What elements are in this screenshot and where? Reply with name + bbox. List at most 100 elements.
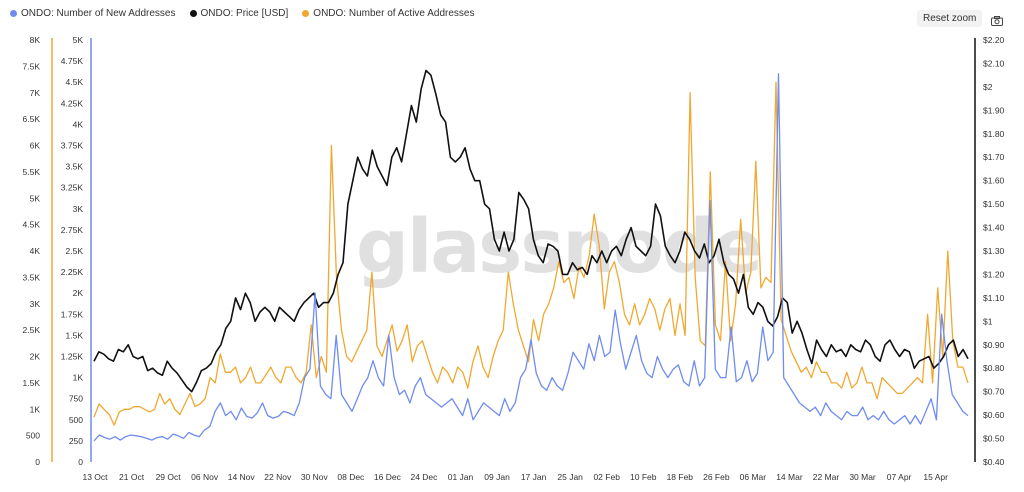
new-addresses-tick-label: 1.5K xyxy=(66,330,84,340)
new-addresses-tick-label: 2.25K xyxy=(61,267,84,277)
new-addresses-tick-label: 500 xyxy=(69,415,83,425)
x-tick-label: 06 Mar xyxy=(740,472,767,482)
new-addresses-tick-label: 1.25K xyxy=(61,352,84,362)
new-addresses-tick-label: 2.75K xyxy=(61,225,84,235)
x-tick-label: 22 Nov xyxy=(264,472,292,482)
new-addresses-tick-label: 4K xyxy=(73,119,84,129)
price-tick-label: $2 xyxy=(983,82,993,92)
new-addresses-tick-label: 3.5K xyxy=(66,162,84,172)
watermark-text: glassnode xyxy=(356,204,761,290)
active-addresses-tick-label: 6K xyxy=(30,141,41,151)
active-addresses-tick-label: 0 xyxy=(35,457,40,467)
x-tick-label: 22 Mar xyxy=(813,472,840,482)
x-tick-label: 24 Dec xyxy=(410,472,438,482)
new-addresses-tick-label: 1K xyxy=(73,373,84,383)
new-addresses-tick-label: 3.75K xyxy=(61,141,84,151)
x-tick-label: 21 Oct xyxy=(119,472,145,482)
x-tick-label: 17 Jan xyxy=(521,472,547,482)
legend-item-active-addresses[interactable]: ONDO: Number of Active Addresses xyxy=(302,8,474,19)
legend-item-price[interactable]: ONDO: Price [USD] xyxy=(189,8,289,19)
legend-item-new-addresses[interactable]: ONDO: Number of New Addresses xyxy=(10,8,176,19)
x-tick-label: 02 Feb xyxy=(593,472,620,482)
new-addresses-tick-label: 3.25K xyxy=(61,183,84,193)
new-addresses-tick-label: 0 xyxy=(78,457,83,467)
price-tick-label: $1.70 xyxy=(983,152,1005,162)
price-tick-label: $1.40 xyxy=(983,223,1005,233)
series-line-new-addresses xyxy=(93,73,969,442)
active-addresses-tick-label: 8K xyxy=(30,35,41,45)
price-tick-label: $1.80 xyxy=(983,129,1005,139)
price-tick-label: $1.20 xyxy=(983,269,1005,279)
price-tick-label: $1.10 xyxy=(983,293,1005,303)
new-addresses-tick-label: 250 xyxy=(69,436,83,446)
price-tick-label: $0.40 xyxy=(983,457,1005,467)
x-tick-label: 26 Feb xyxy=(703,472,730,482)
new-addresses-tick-label: 4.5K xyxy=(66,77,84,87)
x-tick-label: 06 Nov xyxy=(191,472,219,482)
x-tick-label: 16 Dec xyxy=(374,472,402,482)
x-tick-label: 29 Oct xyxy=(156,472,182,482)
price-tick-label: $1.50 xyxy=(983,199,1005,209)
legend-marker-price xyxy=(189,10,197,17)
active-addresses-tick-label: 3K xyxy=(30,299,41,309)
axis-active-addresses: 0 500 1K 1.5K 2K 2.5K 3K 3.5K 4K 4.5K 5K 5.5K 6K 6.5K… xyxy=(23,35,53,467)
new-addresses-tick-label: 750 xyxy=(69,394,83,404)
x-tick-label: 07 Apr xyxy=(887,472,912,482)
new-addresses-tick-label: 3K xyxy=(73,204,84,214)
new-addresses-tick-label: 4.25K xyxy=(61,98,84,108)
x-tick-label: 14 Nov xyxy=(228,472,256,482)
price-tick-label: $0.60 xyxy=(983,410,1005,420)
new-addresses-tick-label: 2K xyxy=(73,288,84,298)
active-addresses-tick-label: 6.5K xyxy=(23,114,41,124)
x-tick-label: 08 Dec xyxy=(337,472,365,482)
price-tick-label: $1 xyxy=(983,316,993,326)
active-addresses-tick-label: 4.5K xyxy=(23,220,41,230)
price-tick-label: $0.50 xyxy=(983,434,1005,444)
x-tick-label: 25 Jan xyxy=(557,472,583,482)
new-addresses-tick-label: 2.5K xyxy=(66,246,84,256)
x-tick-label: 10 Feb xyxy=(630,472,657,482)
price-tick-label: $2.10 xyxy=(983,58,1005,68)
price-tick-label: $2.20 xyxy=(983,35,1005,45)
legend-label-price: ONDO: Price [USD] xyxy=(200,8,289,19)
axis-price: $0.40 $0.50 $0.60 $0.70 $0.80 $0.90 $1 $1.10 $1.… xyxy=(974,35,1005,467)
x-tick-label: 09 Jan xyxy=(484,472,510,482)
active-addresses-tick-label: 7.5K xyxy=(23,61,41,71)
price-tick-label: $1.60 xyxy=(983,176,1005,186)
axis-new-addresses: 0 250 500 750 1K 1.25K 1.5K 1.75K 2K 2.25K 2.5K 2.7… xyxy=(61,35,92,467)
active-addresses-tick-label: 5K xyxy=(30,193,41,203)
new-addresses-tick-label: 1.75K xyxy=(61,309,84,319)
active-addresses-tick-label: 3.5K xyxy=(23,272,41,282)
camera-icon[interactable] xyxy=(991,13,1003,31)
legend-marker-new-addresses xyxy=(10,10,17,17)
legend-label-new-addresses: ONDO: Number of New Addresses xyxy=(21,8,176,19)
price-tick-label: $0.70 xyxy=(983,387,1005,397)
legend-marker-active-addresses xyxy=(302,10,310,17)
x-tick-label: 14 Mar xyxy=(776,472,803,482)
active-addresses-tick-label: 500 xyxy=(26,431,40,441)
legend-label-active-addresses: ONDO: Number of Active Addresses xyxy=(313,8,475,19)
price-tick-label: $0.80 xyxy=(983,363,1005,373)
x-tick-label: 13 Oct xyxy=(82,472,108,482)
x-tick-label: 15 Apr xyxy=(923,472,948,482)
reset-zoom-button[interactable]: Reset zoom xyxy=(917,10,983,27)
new-addresses-tick-label: 5K xyxy=(73,35,84,45)
x-axis: 13 Oct 21 Oct 29 Oct 06 Nov 14 Nov 22 Nov 30 N… xyxy=(82,472,948,482)
x-tick-label: 18 Feb xyxy=(667,472,694,482)
active-addresses-tick-label: 1.5K xyxy=(23,378,41,388)
active-addresses-tick-label: 7K xyxy=(30,88,41,98)
x-tick-label: 30 Nov xyxy=(301,472,329,482)
series-line-price xyxy=(93,69,969,393)
active-addresses-tick-label: 4K xyxy=(30,246,41,256)
price-tick-label: $0.90 xyxy=(983,340,1005,350)
price-tick-label: $1.90 xyxy=(983,105,1005,115)
active-addresses-tick-label: 1K xyxy=(30,404,41,414)
active-addresses-tick-label: 5.5K xyxy=(23,167,41,177)
active-addresses-tick-label: 2K xyxy=(30,352,41,362)
active-addresses-tick-label: 2.5K xyxy=(23,325,41,335)
price-tick-label: $1.30 xyxy=(983,246,1005,256)
chart-legend: ONDO: Number of New Addresses ONDO: Pric… xyxy=(10,8,474,19)
series-layer xyxy=(93,69,969,442)
x-tick-label: 01 Jan xyxy=(448,472,474,482)
